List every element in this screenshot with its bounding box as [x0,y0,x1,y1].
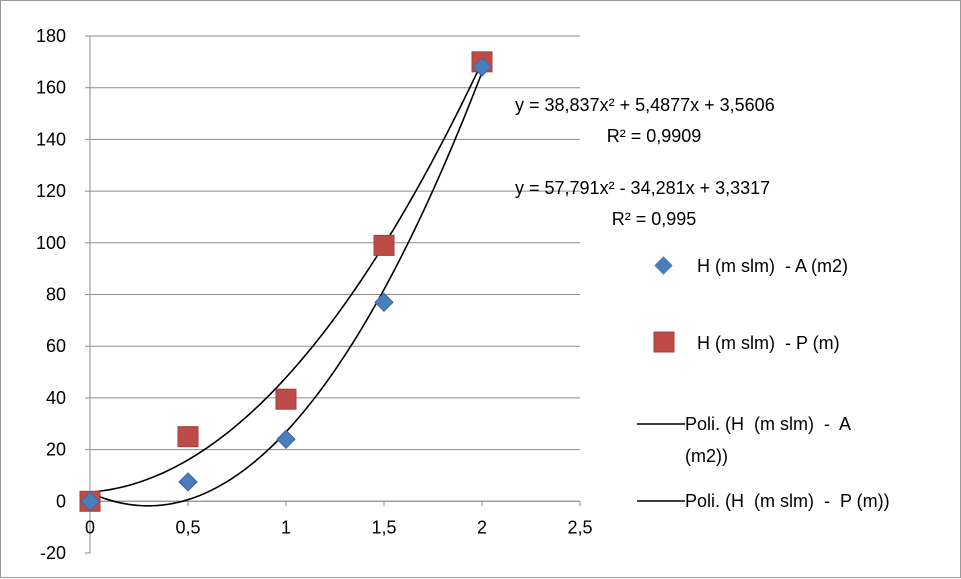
point-p-1 [177,426,199,448]
y-tick-label-5: 80 [46,285,66,305]
point-layer [79,51,493,512]
y-tick-label-2: 20 [46,440,66,460]
trendline-r2-a: R² = 0,995 [612,209,697,229]
legend-label-a: H (m slm) - A (m2) [697,256,848,276]
grid-layer [90,35,580,502]
point-a-2 [276,429,296,449]
y-tick-label-1: 0 [56,491,66,511]
x-tick-label-3: 1,5 [371,517,396,537]
y-tick-label-0: -20 [40,543,66,563]
y-tick-label-3: 40 [46,388,66,408]
y-tick-label-6: 100 [36,233,66,253]
x-tick-label-2: 1 [281,517,291,537]
legend-label-trend-a-1: Poli. (H (m slm) - A [685,414,851,434]
y-tick-label-8: 140 [36,129,66,149]
point-a-3 [374,292,394,312]
y-tick-label-10: 180 [36,26,66,46]
trendline-equation-a: y = 57,791x² - 34,281x + 3,3317 [515,178,770,198]
trendline-equation-p: y = 38,837x² + 5,4877x + 3,5606 [515,95,775,115]
y-tick-label-7: 120 [36,181,66,201]
point-a-4 [472,57,492,77]
trendline-r2-p: R² = 0,9909 [607,126,702,146]
point-p-3 [373,234,395,256]
x-tick-label-1: 0,5 [175,517,200,537]
y-tick-label-9: 160 [36,78,66,98]
legend-marker-a [654,256,673,275]
point-a-1 [178,472,198,492]
x-tick-label-4: 2 [477,517,487,537]
x-tick-label-5: 2,5 [567,517,592,537]
tick-layer: -20 0 20 40 60 80 100 120 140 160 180 0 0,5 1 1,5 2 2,5 [36,26,593,563]
legend-label-trend-a-2: (m2)) [685,446,728,466]
legend-label-p: H (m slm) - P (m) [697,333,840,353]
legend-marker-p [653,331,675,353]
y-tick-label-4: 60 [46,336,66,356]
legend-label-trend-p: Poli. (H (m slm) - P (m)) [685,491,890,511]
legend: H (m slm) - A (m2) H (m slm) - P (m) Pol… [637,256,890,511]
x-tick-label-0: 0 [85,517,95,537]
trendline-p [90,61,483,493]
point-p-2 [275,388,297,410]
point-a-0 [80,491,100,512]
